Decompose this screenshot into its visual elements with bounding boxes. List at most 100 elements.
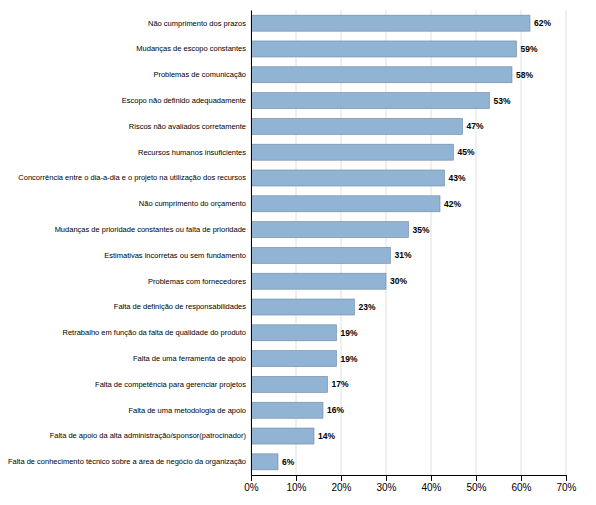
bar	[251, 170, 445, 186]
data-label: 43%	[449, 173, 466, 183]
x-tick-mark	[431, 475, 432, 481]
y-tick-label: Mudanças de prioridade constantes ou fal…	[55, 225, 246, 234]
x-tick: 10%	[286, 475, 306, 493]
bar	[251, 273, 386, 289]
y-tick: Não cumprimento do orçamento	[139, 199, 246, 208]
y-axis-line	[251, 11, 252, 476]
y-tick-label: Falta de uma metodologia de apoio	[128, 406, 246, 415]
x-tick-mark	[251, 475, 252, 481]
x-tick-mark	[386, 475, 387, 481]
data-label: 45%	[458, 147, 475, 157]
bar	[251, 118, 463, 134]
bar	[251, 15, 530, 31]
y-axis: Falta de conhecimento técnico sobre a ár…	[8, 11, 252, 476]
x-tick-label: 40%	[421, 482, 441, 493]
x-tick-label: 10%	[286, 482, 306, 493]
y-tick: Mudanças de prioridade constantes ou fal…	[55, 225, 246, 234]
bar	[251, 196, 440, 212]
bar	[251, 402, 323, 418]
x-tick-label: 30%	[376, 482, 396, 493]
x-tick-mark	[521, 475, 522, 481]
x-tick: 60%	[511, 475, 531, 493]
grid-line	[521, 10, 522, 475]
y-tick-label: Retrabalho em função da falta de qualida…	[63, 328, 246, 337]
x-tick-mark	[296, 475, 297, 481]
bar	[251, 299, 355, 315]
x-tick-label: 70%	[556, 482, 576, 493]
y-tick-label: Escopo não definido adequadamente	[122, 96, 246, 105]
y-tick: Concorrência entre o dia-a-dia e o proje…	[18, 173, 246, 182]
y-tick-label: Falta de apoio da alta administração/spo…	[50, 431, 247, 440]
x-tick-mark	[341, 475, 342, 481]
bar	[251, 222, 409, 238]
bar	[251, 325, 337, 341]
x-tick-mark	[476, 475, 477, 481]
x-axis-line	[252, 476, 567, 482]
grid	[251, 10, 566, 475]
chart: 0% 10% 20% 30% 40% 50% 60% 70% Falta de conhecim…	[0, 0, 596, 505]
data-label: 6%	[282, 457, 295, 467]
y-tick: Falta de competência para gerenciar proj…	[95, 380, 246, 389]
y-tick: Problemas de comunicação	[153, 70, 246, 79]
y-tick-label: Falta de definição de responsabilidades	[114, 302, 246, 311]
x-tick-label: 0%	[244, 482, 259, 493]
y-tick: Falta de uma metodologia de apoio	[128, 406, 246, 415]
x-tick-mark	[566, 475, 567, 481]
y-tick: Mudanças de escopo constantes	[136, 44, 246, 53]
data-labels: 6%14%16%17%19%19%23%30%31%35%42%43%45%47…	[282, 18, 551, 467]
bar	[251, 67, 512, 83]
y-tick-label: Concorrência entre o dia-a-dia e o proje…	[18, 173, 246, 182]
y-tick-label: Riscos não avaliados corretamente	[129, 122, 246, 131]
x-tick: 30%	[376, 475, 396, 493]
data-label: 31%	[395, 250, 412, 260]
y-tick-label: Falta de uma ferramenta de apoio	[133, 354, 246, 363]
x-tick: 70%	[556, 475, 576, 493]
y-tick-label: Problemas de comunicação	[153, 70, 246, 79]
x-tick-label: 60%	[511, 482, 531, 493]
x-tick-label: 20%	[331, 482, 351, 493]
x-axis: 0% 10% 20% 30% 40% 50% 60% 70%	[244, 475, 576, 493]
y-tick: Falta de definição de responsabilidades	[114, 302, 246, 311]
y-tick-label: Estimativas incorretas ou sem fundamento	[104, 251, 246, 260]
bar	[251, 41, 517, 57]
bar	[251, 428, 314, 444]
bar	[251, 376, 328, 392]
y-tick: Retrabalho em função da falta de qualida…	[63, 328, 246, 337]
data-label: 58%	[516, 70, 533, 80]
data-label: 19%	[341, 354, 358, 364]
x-tick: 0%	[244, 475, 259, 493]
y-tick-label: Falta de competência para gerenciar proj…	[95, 380, 246, 389]
y-tick-label: Falta de conhecimento técnico sobre a ár…	[8, 457, 246, 466]
y-tick: Escopo não definido adequadamente	[122, 96, 246, 105]
y-tick-label: Recursos humanos insuficientes	[138, 148, 246, 157]
y-tick-label: Problemas com fornecedores	[148, 277, 246, 286]
bar	[251, 247, 391, 263]
data-label: 30%	[390, 276, 407, 286]
y-tick: Falta de uma ferramenta de apoio	[133, 354, 246, 363]
x-tick: 50%	[466, 475, 486, 493]
bars	[251, 15, 530, 470]
y-tick: Não cumprimento dos prazos	[148, 19, 246, 28]
y-tick: Problemas com fornecedores	[148, 277, 246, 286]
data-label: 14%	[318, 431, 335, 441]
data-label: 59%	[521, 44, 538, 54]
y-tick: Riscos não avaliados corretamente	[129, 122, 246, 131]
data-label: 53%	[494, 96, 511, 106]
grid-line	[566, 10, 567, 475]
y-tick-label: Não cumprimento dos prazos	[148, 19, 246, 28]
y-tick: Falta de conhecimento técnico sobre a ár…	[8, 457, 246, 466]
y-tick-label: Mudanças de escopo constantes	[136, 44, 246, 53]
y-tick: Recursos humanos insuficientes	[138, 148, 246, 157]
bar	[251, 454, 278, 470]
plot: 0% 10% 20% 30% 40% 50% 60% 70% Falta de conhecim…	[8, 10, 577, 493]
x-tick: 40%	[421, 475, 441, 493]
grid-line	[251, 10, 252, 475]
y-tick: Falta de apoio da alta administração/spo…	[50, 431, 247, 440]
y-tick: Estimativas incorretas ou sem fundamento	[104, 251, 246, 260]
y-tick-label: Não cumprimento do orçamento	[139, 199, 246, 208]
data-label: 16%	[327, 405, 344, 415]
data-label: 42%	[444, 199, 461, 209]
data-label: 19%	[341, 328, 358, 338]
bar	[251, 144, 454, 160]
bar	[251, 93, 490, 109]
